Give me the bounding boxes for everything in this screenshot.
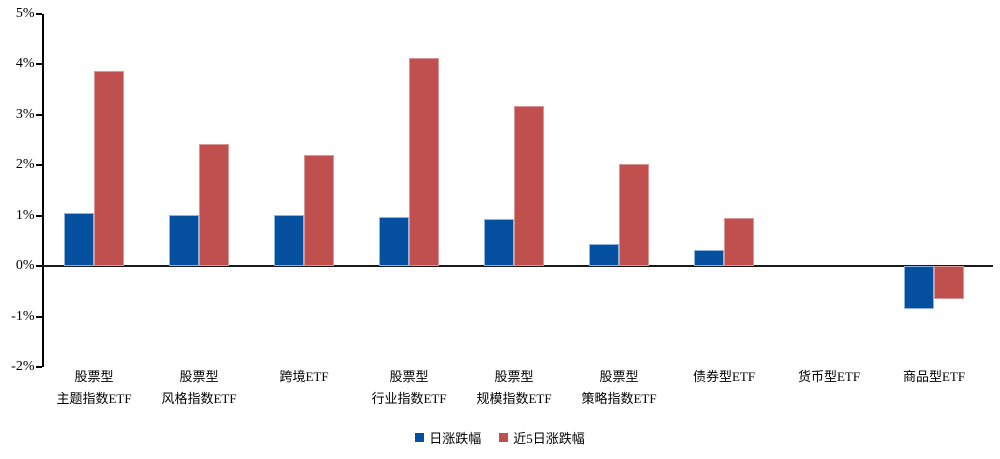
x-category-label: 债券型ETF xyxy=(672,366,777,388)
x-category-label: 股票型策略指数ETF xyxy=(567,366,672,410)
x-category-label: 商品型ETF xyxy=(882,366,987,388)
x-category-label-line2: 主题指数ETF xyxy=(56,391,132,406)
y-axis-tick-label: 1% xyxy=(15,207,35,223)
bar-5day xyxy=(94,71,124,267)
y-axis-tick-label: 3% xyxy=(15,106,35,122)
y-axis-tick xyxy=(35,13,42,15)
x-category-label-line1: 股票型 xyxy=(179,369,219,384)
y-axis-tick-label: 0% xyxy=(15,258,35,274)
y-axis-tick-label: 2% xyxy=(15,157,35,173)
chart-legend: 日涨跌幅 近5日涨跌幅 xyxy=(0,428,1000,447)
y-axis-tick xyxy=(35,366,42,368)
bar-daily xyxy=(589,244,619,267)
x-category-label: 跨境ETF xyxy=(252,366,357,388)
x-category-label-line1: 商品型ETF xyxy=(902,369,966,384)
y-axis-tick xyxy=(35,63,42,66)
bar-5day xyxy=(304,154,334,267)
bar-daily xyxy=(64,212,94,267)
bar-daily xyxy=(169,214,199,267)
x-category-label: 股票型主题指数ETF xyxy=(42,366,147,410)
bar-daily xyxy=(904,266,934,309)
x-category-label-line1: 货币型ETF xyxy=(797,369,861,384)
bar-daily xyxy=(694,249,724,267)
x-category-label: 股票型规模指数ETF xyxy=(462,366,567,410)
legend-item: 日涨跌幅 xyxy=(415,428,481,447)
bar-5day xyxy=(934,266,964,300)
x-category-label-line2: 风格指数ETF xyxy=(161,391,237,406)
legend-swatch-icon xyxy=(499,433,509,442)
y-axis-tick-label: 4% xyxy=(15,56,35,72)
y-axis-tick xyxy=(35,164,42,167)
bar-5day xyxy=(514,106,544,267)
x-category-label: 货币型ETF xyxy=(777,366,882,388)
y-axis-tick-label: -2% xyxy=(11,359,35,374)
bar-daily xyxy=(379,217,409,267)
y-axis-tick-label: 5% xyxy=(15,6,35,21)
bar-daily xyxy=(274,215,304,267)
y-axis-tick xyxy=(35,265,42,268)
x-axis-zero-line xyxy=(41,265,993,268)
bar-5day xyxy=(199,143,229,267)
x-category-label: 股票型风格指数ETF xyxy=(147,366,252,410)
legend-swatch-icon xyxy=(415,433,425,442)
bar-5day xyxy=(619,163,649,267)
y-axis-tick xyxy=(35,315,42,318)
x-category-label-line2: 规模指数ETF xyxy=(476,391,552,406)
x-category-label-line1: 股票型 xyxy=(599,369,639,384)
bar-5day xyxy=(409,58,439,267)
y-axis-line xyxy=(41,14,44,367)
x-category-label: 股票型行业指数ETF xyxy=(357,366,462,410)
legend-label: 近5日涨跌幅 xyxy=(513,431,585,446)
legend-label: 日涨跌幅 xyxy=(429,431,482,446)
x-category-label-line2: 策略指数ETF xyxy=(581,391,657,406)
x-category-label-line1: 股票型 xyxy=(74,369,114,384)
bar-daily xyxy=(484,218,514,267)
x-category-label-line1: 跨境ETF xyxy=(279,369,329,384)
y-axis-tick xyxy=(35,113,42,116)
y-axis-tick xyxy=(35,214,42,217)
x-category-label-line2: 行业指数ETF xyxy=(371,391,447,406)
legend-item: 近5日涨跌幅 xyxy=(499,428,585,447)
bar-5day xyxy=(724,218,754,267)
x-category-label-line1: 债券型ETF xyxy=(692,369,756,384)
x-category-label-line1: 股票型 xyxy=(389,369,429,384)
y-axis-tick-label: -1% xyxy=(11,308,35,324)
x-category-label-line1: 股票型 xyxy=(494,369,534,384)
